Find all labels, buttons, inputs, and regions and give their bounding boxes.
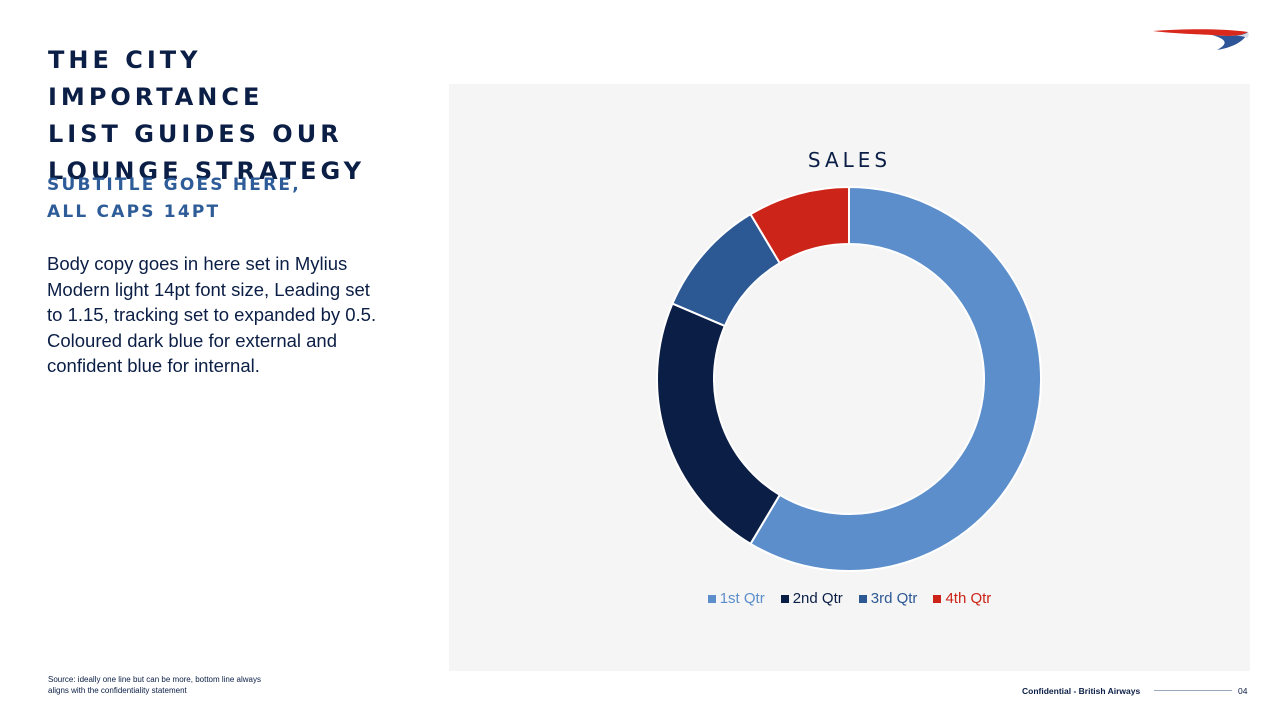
donut-slice-4th-qtr — [749, 185, 850, 265]
legend-swatch — [933, 594, 942, 603]
source-note: Source: ideally one line but can be more… — [48, 675, 328, 696]
legend-item: 4th Qtr — [933, 590, 991, 607]
chart-panel: SALES 1st Qtr 2nd Qtr 3rd Qtr 4th Qtr — [449, 84, 1250, 671]
british-airways-speedmarque-logo — [1153, 29, 1249, 50]
legend-label: 2nd Qtr — [792, 590, 843, 607]
body-line: Modern light 14pt font size, Leading set — [47, 278, 370, 300]
legend-swatch — [780, 594, 789, 603]
donut-slice-2nd-qtr — [656, 302, 782, 546]
body-line: confident blue for internal. — [47, 355, 260, 376]
slide-title: THE CITY IMPORTANCE LIST GUIDES OUR LOUN… — [48, 42, 428, 190]
confidentiality-statement: Confidential - British Airways — [1022, 686, 1141, 696]
title-line: THE CITY IMPORTANCE — [48, 46, 264, 111]
legend-swatch — [858, 594, 867, 603]
legend-item: 1st Qtr — [707, 590, 765, 607]
legend-label: 4th Qtr — [945, 590, 992, 607]
donut-slice-1st-qtr — [749, 185, 1042, 572]
body-copy: Body copy goes in here set in Mylius Mod… — [47, 251, 417, 379]
chart-title: SALES — [807, 148, 892, 172]
footer-divider — [1154, 690, 1232, 691]
page-number: 04 — [1238, 686, 1248, 696]
body-line: to 1.15, tracking set to expanded by 0.5… — [47, 304, 377, 325]
body-line: Coloured dark blue for external and — [47, 329, 338, 351]
legend-item: 3rd Qtr — [858, 590, 918, 607]
subtitle-line: ALL CAPS 14PT — [47, 202, 221, 222]
chart-legend: 1st Qtr 2nd Qtr 3rd Qtr 4th Qtr — [449, 590, 1250, 607]
slide-subtitle: SUBTITLE GOES HERE, ALL CAPS 14PT — [47, 172, 427, 226]
title-line: LIST GUIDES OUR — [48, 120, 343, 148]
body-line: Body copy goes in here set in Mylius — [47, 253, 348, 274]
legend-label: 1st Qtr — [719, 590, 765, 607]
donut-chart — [656, 185, 1042, 572]
source-line: aligns with the confidentiality statemen… — [48, 685, 187, 695]
legend-label: 3rd Qtr — [870, 590, 918, 607]
legend-item: 2nd Qtr — [780, 590, 843, 607]
subtitle-line: SUBTITLE GOES HERE, — [47, 175, 301, 195]
source-line: Source: ideally one line but can be more… — [48, 675, 262, 684]
title-line: LOUNGE STRATEGY — [48, 157, 366, 185]
legend-swatch — [707, 594, 716, 603]
